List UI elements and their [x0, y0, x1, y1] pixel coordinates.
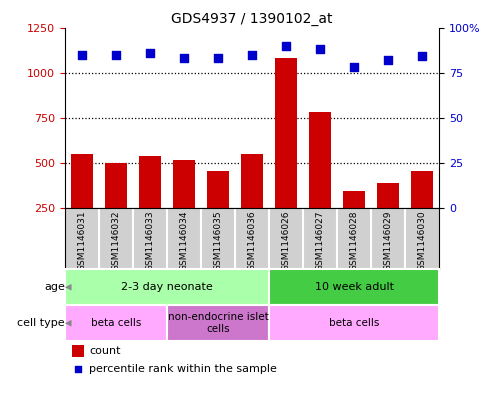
Bar — [269, 305, 439, 341]
Bar — [275, 58, 297, 208]
Text: beta cells: beta cells — [91, 318, 141, 328]
Text: GSM1146032: GSM1146032 — [111, 211, 120, 271]
Text: cell type: cell type — [17, 318, 65, 328]
Text: GSM1146035: GSM1146035 — [214, 211, 223, 271]
Point — [248, 51, 256, 58]
Point — [350, 64, 358, 70]
Text: GSM1146027: GSM1146027 — [315, 211, 324, 271]
Bar — [343, 191, 365, 208]
Point — [180, 55, 188, 61]
Text: 2-3 day neonate: 2-3 day neonate — [121, 282, 213, 292]
Bar — [105, 163, 127, 208]
Text: non-endocrine islet
cells: non-endocrine islet cells — [168, 312, 268, 334]
Text: count: count — [89, 346, 121, 356]
Bar — [167, 305, 269, 341]
Bar — [65, 269, 269, 305]
Bar — [411, 171, 433, 208]
Point — [282, 42, 290, 49]
Text: percentile rank within the sample: percentile rank within the sample — [89, 364, 277, 375]
Bar — [71, 154, 93, 208]
Bar — [377, 183, 399, 208]
Text: age: age — [44, 282, 65, 292]
Point — [214, 55, 222, 61]
Point — [74, 366, 82, 373]
Text: GSM1146029: GSM1146029 — [384, 211, 393, 271]
Text: GSM1146036: GSM1146036 — [248, 211, 256, 271]
Text: GSM1146031: GSM1146031 — [77, 211, 86, 271]
Point — [146, 50, 154, 56]
Bar — [65, 305, 167, 341]
Text: GSM1146030: GSM1146030 — [418, 211, 427, 271]
Point — [112, 51, 120, 58]
Text: 10 week adult: 10 week adult — [314, 282, 394, 292]
Text: GSM1146033: GSM1146033 — [145, 211, 154, 271]
Point — [78, 51, 86, 58]
Point — [418, 53, 426, 59]
Bar — [309, 112, 331, 208]
Bar — [72, 345, 84, 358]
Text: GSM1146034: GSM1146034 — [180, 211, 189, 271]
Text: GSM1146028: GSM1146028 — [350, 211, 359, 271]
Point — [316, 46, 324, 52]
Text: beta cells: beta cells — [329, 318, 379, 328]
Bar — [241, 154, 263, 208]
Bar — [207, 171, 229, 208]
Text: GSM1146026: GSM1146026 — [281, 211, 290, 271]
Bar — [269, 269, 439, 305]
Point — [384, 57, 392, 63]
Title: GDS4937 / 1390102_at: GDS4937 / 1390102_at — [171, 13, 333, 26]
Bar — [139, 156, 161, 208]
Bar — [173, 160, 195, 208]
